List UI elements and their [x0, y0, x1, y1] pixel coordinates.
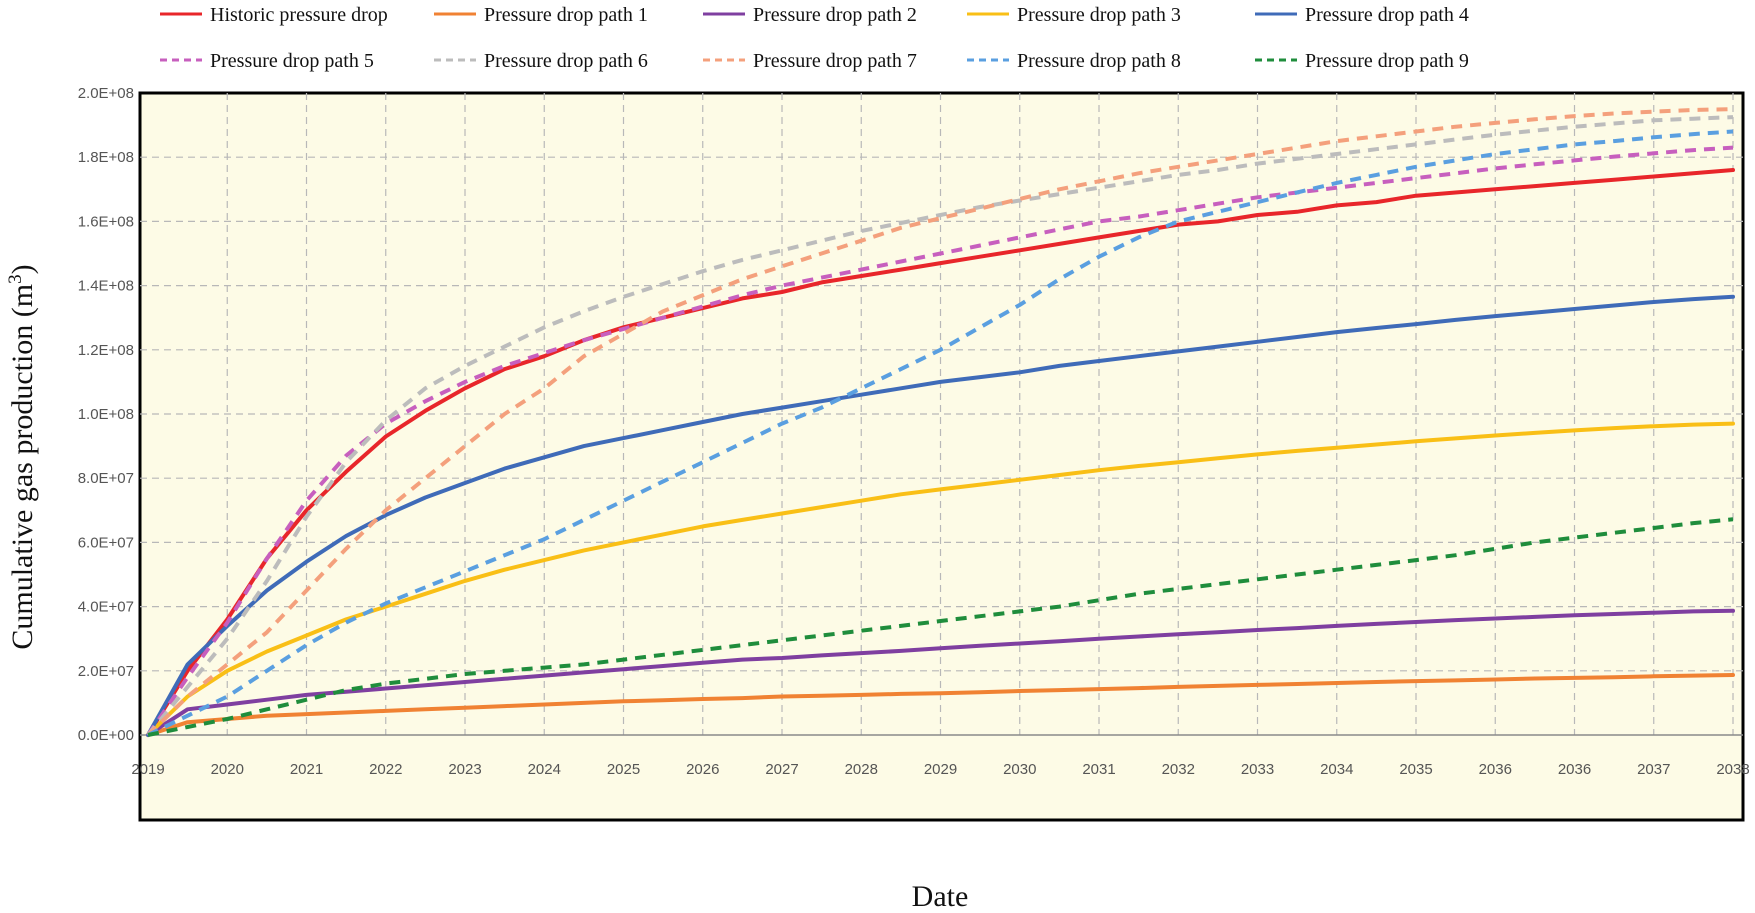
- y-axis-title-close: ): [6, 264, 39, 274]
- x-tick-label: 2023: [448, 761, 481, 778]
- x-tick-label: 2022: [369, 761, 402, 778]
- x-tick-label: 2024: [528, 761, 561, 778]
- x-tick-label: 2019: [131, 761, 164, 778]
- series-line-path-7: [146, 107, 1734, 737]
- legend-label: Pressure drop path 9: [1305, 50, 1469, 72]
- x-tick-label: 2036: [1479, 761, 1512, 778]
- y-tick-label: 2.0E+07: [78, 663, 134, 680]
- y-tick-label: 6.0E+07: [78, 534, 134, 551]
- x-tick-label: 2028: [845, 761, 878, 778]
- x-tick-label: 2035: [1399, 761, 1432, 778]
- x-tick-label: 2036: [1558, 761, 1591, 778]
- series-lines: [146, 107, 1735, 737]
- x-tick-label: 2020: [211, 761, 244, 778]
- legend-label: Pressure drop path 6: [484, 50, 648, 72]
- x-axis-title: Date: [912, 880, 969, 913]
- y-axis-title: Cumulative gas production (m3): [5, 264, 39, 649]
- series-line-path-2: [146, 608, 1735, 737]
- y-tick-label: 2.0E+08: [78, 85, 134, 102]
- y-axis-tick-labels: 0.0E+00 2.0E+07 4.0E+07 6.0E+07 8.0E+07 1.0E+…: [78, 85, 134, 744]
- legend: Historic pressure drop Pressure drop path…: [160, 4, 1469, 72]
- x-tick-label: 2034: [1320, 761, 1353, 778]
- x-tick-label: 2032: [1162, 761, 1195, 778]
- y-tick-label: 0.0E+00: [78, 727, 134, 744]
- x-tick-label: 2025: [607, 761, 640, 778]
- legend-label: Pressure drop path 2: [753, 4, 917, 26]
- y-tick-label: 4.0E+07: [78, 599, 134, 616]
- x-tick-label: 2038: [1716, 761, 1749, 778]
- series-line-path-8: [147, 129, 1734, 737]
- x-tick-label: 2031: [1082, 761, 1115, 778]
- legend-label: Pressure drop path 3: [1017, 4, 1181, 26]
- gridlines: [140, 93, 1743, 736]
- x-tick-label: 2029: [924, 761, 957, 778]
- legend-label: Pressure drop path 7: [753, 50, 917, 72]
- y-tick-label: 1.0E+08: [78, 406, 134, 423]
- series-line-path-1: [146, 673, 1735, 737]
- x-axis-tick-labels: 2019 2020 2021 2022 2023 2024 2025 2026 2027 2028…: [131, 761, 1749, 778]
- y-tick-label: 8.0E+07: [78, 470, 134, 487]
- legend-label: Pressure drop path 4: [1305, 4, 1469, 26]
- legend-label: Pressure drop path 5: [210, 50, 374, 72]
- x-tick-label: 2037: [1637, 761, 1670, 778]
- y-axis-title-main: Cumulative gas production (m: [6, 284, 39, 650]
- legend-label: Pressure drop path 1: [484, 4, 648, 26]
- y-tick-label: 1.6E+08: [78, 213, 134, 230]
- x-tick-label: 2033: [1241, 761, 1274, 778]
- y-tick-label: 1.2E+08: [78, 342, 134, 359]
- series-line-historic: [146, 168, 1735, 737]
- y-tick-label: 1.8E+08: [78, 149, 134, 166]
- series-line-path-6: [146, 115, 1734, 737]
- x-tick-label: 2027: [765, 761, 798, 778]
- series-line-path-3: [146, 421, 1735, 737]
- x-tick-label: 2021: [290, 761, 323, 778]
- x-tick-label: 2026: [686, 761, 719, 778]
- legend-label: Pressure drop path 8: [1017, 50, 1181, 72]
- y-axis-title-superscript: 3: [5, 274, 26, 284]
- series-line-path-9: [147, 517, 1734, 737]
- legend-label: Historic pressure drop: [210, 4, 388, 26]
- series-line-path-4: [146, 294, 1735, 737]
- x-tick-label: 2030: [1003, 761, 1036, 778]
- y-tick-label: 1.4E+08: [78, 278, 134, 295]
- series-line-path-5: [146, 145, 1734, 737]
